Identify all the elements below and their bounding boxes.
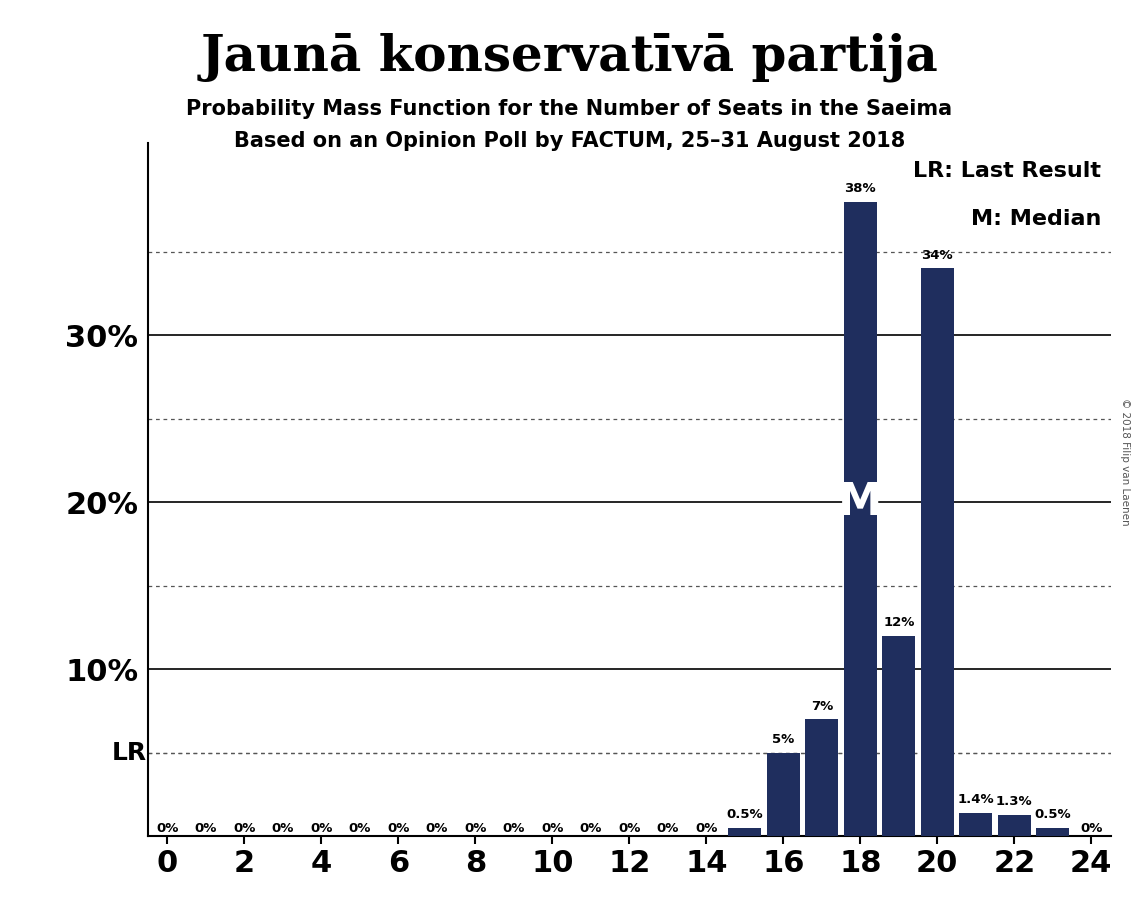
Bar [998, 815, 1031, 836]
Text: Based on an Opinion Poll by FACTUM, 25–31 August 2018: Based on an Opinion Poll by FACTUM, 25–3… [233, 131, 906, 152]
Text: 0%: 0% [464, 821, 486, 834]
Text: 34%: 34% [921, 249, 953, 261]
Text: 0%: 0% [580, 821, 603, 834]
Text: 7%: 7% [811, 699, 833, 712]
Text: 12%: 12% [883, 616, 915, 629]
Text: M: Median: M: Median [970, 209, 1101, 229]
Bar [959, 813, 992, 836]
Bar [844, 201, 877, 836]
Text: 0%: 0% [349, 821, 371, 834]
Text: Probability Mass Function for the Number of Seats in the Saeima: Probability Mass Function for the Number… [187, 99, 952, 119]
Text: 0%: 0% [502, 821, 525, 834]
Text: 0%: 0% [156, 821, 179, 834]
Text: LR: LR [112, 741, 147, 765]
Text: LR: Last Result: LR: Last Result [912, 161, 1101, 180]
Text: © 2018 Filip van Laenen: © 2018 Filip van Laenen [1121, 398, 1130, 526]
Text: 0%: 0% [271, 821, 294, 834]
Text: M: M [838, 480, 883, 524]
Text: 0%: 0% [310, 821, 333, 834]
Text: Jaunā konservatīvā partija: Jaunā konservatīvā partija [200, 32, 939, 82]
Bar [805, 719, 838, 836]
Text: 0%: 0% [656, 821, 679, 834]
Text: 1.4%: 1.4% [958, 793, 994, 806]
Text: 1.3%: 1.3% [995, 795, 1033, 808]
Text: 0%: 0% [195, 821, 218, 834]
Bar [921, 269, 953, 836]
Text: 0%: 0% [426, 821, 448, 834]
Bar [1036, 828, 1070, 836]
Bar [767, 753, 800, 836]
Text: 0%: 0% [541, 821, 564, 834]
Text: 0%: 0% [695, 821, 718, 834]
Bar [883, 636, 915, 836]
Text: 38%: 38% [844, 182, 876, 195]
Bar [729, 828, 761, 836]
Text: 0%: 0% [387, 821, 410, 834]
Text: 0.5%: 0.5% [1034, 808, 1071, 821]
Text: 0.5%: 0.5% [727, 808, 763, 821]
Text: 5%: 5% [772, 733, 794, 746]
Text: 0%: 0% [233, 821, 255, 834]
Text: 0%: 0% [1080, 821, 1103, 834]
Text: 0%: 0% [618, 821, 640, 834]
